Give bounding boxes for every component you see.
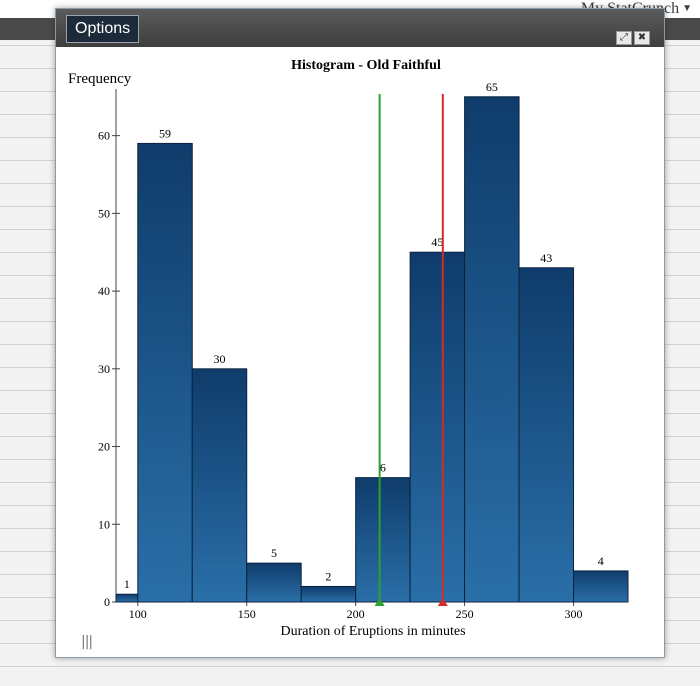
histogram-chart: Histogram - Old Faithful Frequency Durat… xyxy=(68,58,629,639)
y-axis-label: Frequency xyxy=(68,71,132,87)
expand-icon[interactable]: ⤢ xyxy=(616,31,632,45)
red-line-handle[interactable] xyxy=(437,598,448,606)
close-icon[interactable]: ✖ xyxy=(634,31,650,45)
y-tick-label: 10 xyxy=(98,517,110,531)
histogram-bar[interactable] xyxy=(518,267,575,603)
x-axis-label: Duration of Eruptions in minutes xyxy=(280,624,465,639)
bar-value-label: 1 xyxy=(124,577,130,591)
graph-window: Options ⤢ ✖ Histogram - Old Faithful Fre… xyxy=(55,8,665,658)
chart-title: Histogram - Old Faithful xyxy=(291,58,441,73)
histogram-bar[interactable] xyxy=(464,96,520,603)
histogram-bar[interactable] xyxy=(191,368,248,603)
bar-value-label: 65 xyxy=(486,80,498,94)
bar-value-label: 45 xyxy=(431,235,443,249)
green-line-handle[interactable] xyxy=(374,598,385,606)
histogram-bar[interactable] xyxy=(246,562,302,603)
histogram-bar[interactable] xyxy=(137,142,193,603)
x-tick-label: 150 xyxy=(238,607,256,621)
x-tick-label: 100 xyxy=(129,607,147,621)
bar-value-label: 5 xyxy=(271,546,277,560)
histogram-bar[interactable] xyxy=(573,570,629,603)
y-tick-label: 20 xyxy=(98,440,110,454)
histogram-bar[interactable] xyxy=(115,593,139,603)
window-titlebar[interactable]: Options ⤢ ✖ xyxy=(56,9,664,47)
y-tick-label: 30 xyxy=(98,362,110,376)
x-tick-label: 300 xyxy=(565,607,583,621)
histogram-bar[interactable] xyxy=(355,477,411,603)
bar-value-label: 30 xyxy=(213,352,225,366)
histogram-bar[interactable] xyxy=(300,585,357,603)
x-tick-label: 200 xyxy=(347,607,365,621)
resize-handle-icon[interactable]: ||| xyxy=(81,634,93,650)
bar-value-label: 43 xyxy=(540,251,552,265)
y-tick-label: 60 xyxy=(98,129,110,143)
y-tick-label: 50 xyxy=(98,206,110,220)
bar-value-label: 4 xyxy=(598,554,604,568)
bar-value-label: 6 xyxy=(380,461,386,475)
bar-value-label: 2 xyxy=(325,569,331,583)
y-tick-label: 0 xyxy=(104,595,110,609)
bar-value-label: 59 xyxy=(159,126,171,140)
x-tick-label: 250 xyxy=(456,607,474,621)
options-button[interactable]: Options xyxy=(66,15,140,43)
histogram-bar[interactable] xyxy=(409,251,466,603)
y-tick-label: 40 xyxy=(98,284,110,298)
chevron-down-icon: ▼ xyxy=(682,3,692,14)
